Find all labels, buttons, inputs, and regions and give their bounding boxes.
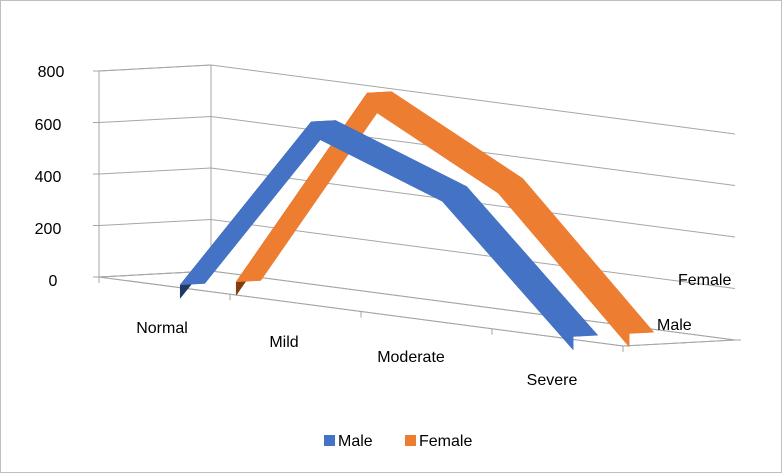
gridline <box>98 167 736 238</box>
x-tick-label: Severe <box>527 372 578 389</box>
x-tick-labels: Normal Mild Moderate Severe <box>136 320 577 389</box>
gridline <box>98 115 736 186</box>
ribbon-side <box>441 187 574 351</box>
chart-walls <box>98 64 736 347</box>
y-tick-label: 600 <box>35 117 62 134</box>
x-tick-label: Normal <box>136 320 188 337</box>
series-female-ribbon <box>235 91 655 348</box>
series-male-ribbon <box>179 120 599 351</box>
y-tick-label: 200 <box>35 221 62 238</box>
legend-swatch-male <box>324 435 335 446</box>
x-tick-label: Mild <box>269 334 298 351</box>
gridlines <box>98 64 736 341</box>
legend-label-male: Male <box>338 433 373 450</box>
y-tick-label: 800 <box>38 64 65 81</box>
x-tick-label: Moderate <box>377 349 445 366</box>
ribbon-segment <box>441 186 599 337</box>
legend-label-female: Female <box>419 433 472 450</box>
y-tick-labels: 0 200 400 600 800 <box>35 64 65 290</box>
legend: Male Female <box>324 433 472 450</box>
legend-swatch-female <box>405 435 416 446</box>
gridline <box>98 64 736 135</box>
depth-axis-label: Female <box>678 272 731 289</box>
y-tick-label: 0 <box>49 273 58 290</box>
ribbon-segment <box>497 178 655 334</box>
series-ribbons <box>179 91 655 351</box>
depth-axis-label: Male <box>657 317 692 334</box>
y-tick-label: 400 <box>35 169 62 186</box>
depth-axis-labels: Male Female <box>657 272 731 334</box>
